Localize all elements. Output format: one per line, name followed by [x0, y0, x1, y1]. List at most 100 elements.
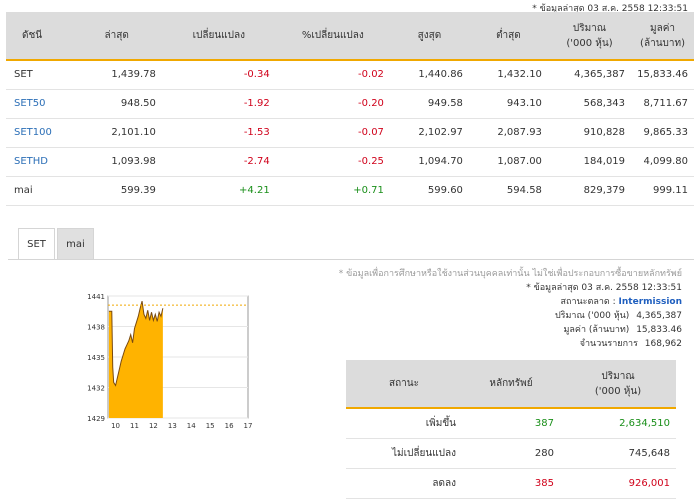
x-tick-label: 13 — [168, 422, 177, 430]
volume-value: 4,365,387 — [636, 311, 682, 321]
chart-svg: 1441 1438 1435 1432 1429 10 11 12 13 14 15 16 17 — [87, 293, 253, 430]
table-row: ไม่เปลี่ยนแปลง 280 745,648 — [346, 438, 676, 469]
index-change: -2.74 — [161, 147, 276, 177]
index-volume: 184,019 — [547, 147, 632, 177]
index-high: 949.58 — [389, 89, 469, 119]
market-status-value: Intermission — [618, 297, 682, 307]
col-last: ล่าสุด — [71, 12, 162, 61]
y-tick-label: 1429 — [87, 415, 105, 423]
tab-mai[interactable]: mai — [57, 228, 94, 260]
index-pct-change: -0.25 — [275, 147, 390, 177]
status-volume: 926,001 — [560, 468, 676, 499]
col-stat-volume: ปริมาณ ('000 หุ้น) — [560, 360, 676, 409]
index-last: 948.50 — [71, 89, 162, 119]
y-tick-label: 1441 — [87, 293, 105, 301]
table-row: SET 1,439.78 -0.34 -0.02 1,440.86 1,432.… — [6, 60, 694, 90]
table-row: SETHD 1,093.98 -2.74 -0.25 1,094.70 1,08… — [6, 147, 694, 177]
x-tick-label: 12 — [149, 422, 158, 430]
index-low: 2,087.93 — [468, 118, 548, 148]
index-value: 9,865.33 — [631, 118, 694, 148]
tab-set[interactable]: SET — [18, 228, 55, 260]
deals-value: 168,962 — [644, 339, 682, 349]
volume-row: ปริมาณ ('000 หุ้น) 4,365,387 — [339, 309, 682, 323]
status-count: 385 — [462, 468, 560, 499]
index-low: 1,087.00 — [468, 147, 548, 177]
index-last: 1,093.98 — [71, 147, 162, 177]
col-low: ต่ำสุด — [468, 12, 548, 61]
status-label: เพิ่มขึ้น — [346, 408, 462, 439]
index-last: 2,101.10 — [71, 118, 162, 148]
col-pct-change: %เปลี่ยนแปลง — [275, 12, 390, 61]
index-pct-change: -0.20 — [275, 89, 390, 119]
status-count: 387 — [462, 408, 560, 439]
tab-divider — [8, 259, 694, 260]
col-volume: ปริมาณ ('000 หุ้น) — [547, 12, 632, 61]
x-tick-label: 11 — [130, 422, 139, 430]
volume-label: ปริมาณ ('000 หุ้น) — [554, 311, 630, 321]
status-label: ไม่เปลี่ยนแปลง — [346, 438, 462, 469]
value-label: มูลค่า (ล้านบาท) — [563, 325, 630, 335]
price-line — [108, 300, 164, 387]
table-row: SET100 2,101.10 -1.53 -0.07 2,102.97 2,0… — [6, 118, 694, 148]
table-row: mai 599.39 +4.21 +0.71 599.60 594.58 829… — [6, 176, 694, 206]
index-change: -0.34 — [161, 60, 276, 90]
x-tick-label: 15 — [206, 422, 215, 430]
index-low: 943.10 — [468, 89, 548, 119]
index-low: 1,432.10 — [468, 60, 548, 90]
y-tick-label: 1438 — [87, 324, 105, 332]
x-tick-label: 16 — [225, 422, 234, 430]
index-pct-change: -0.02 — [275, 60, 390, 90]
index-high: 1,440.86 — [389, 60, 469, 90]
index-value: 15,833.46 — [631, 60, 694, 90]
advance-decline-table: สถานะ หลักทรัพย์ ปริมาณ ('000 หุ้น) เพิ่… — [346, 360, 676, 499]
index-table: ดัชนี ล่าสุด เปลี่ยนแปลง %เปลี่ยนแปลง สู… — [6, 12, 694, 206]
status-volume: 745,648 — [560, 438, 676, 469]
market-status-label: สถานะตลาด : — [560, 297, 616, 307]
index-name: mai — [6, 176, 72, 206]
index-volume: 4,365,387 — [547, 60, 632, 90]
index-last: 599.39 — [71, 176, 162, 206]
value-value: 15,833.46 — [636, 325, 682, 335]
index-table-header: ดัชนี ล่าสุด เปลี่ยนแปลง %เปลี่ยนแปลง สู… — [6, 12, 694, 61]
deals-row: จำนวนรายการ 168,962 — [339, 337, 682, 351]
index-change: -1.53 — [161, 118, 276, 148]
set-index-chart: 1441 1438 1435 1432 1429 10 11 12 13 14 15 16 17 — [86, 290, 266, 443]
col-index: ดัชนี — [6, 12, 72, 61]
col-status: สถานะ — [346, 360, 462, 409]
index-name-link[interactable]: SETHD — [6, 147, 72, 177]
x-tick-label: 10 — [111, 422, 120, 430]
table-row: เพิ่มขึ้น 387 2,634,510 — [346, 408, 676, 439]
stat-table-header: สถานะ หลักทรัพย์ ปริมาณ ('000 หุ้น) — [346, 360, 676, 409]
index-volume: 829,379 — [547, 176, 632, 206]
index-volume: 910,828 — [547, 118, 632, 148]
col-securities: หลักทรัพย์ — [462, 360, 560, 409]
index-value: 999.11 — [631, 176, 694, 206]
update-note: * ข้อมูลล่าสุด 03 ส.ค. 2558 12:33:51 — [532, 4, 688, 14]
market-info: * ข้อมูลเพื่อการศึกษาหรือใช้งานส่วนบุคคล… — [339, 267, 682, 351]
col-change: เปลี่ยนแปลง — [161, 12, 276, 61]
index-name-link[interactable]: SET100 — [6, 118, 72, 148]
col-value: มูลค่า (ล้านบาท) — [631, 12, 694, 61]
info-update-time: * ข้อมูลล่าสุด 03 ส.ค. 2558 12:33:51 — [526, 283, 682, 293]
disclaimer-text: * ข้อมูลเพื่อการศึกษาหรือใช้งานส่วนบุคคล… — [338, 269, 682, 279]
index-high: 1,094.70 — [389, 147, 469, 177]
index-pct-change: -0.07 — [275, 118, 390, 148]
deals-label: จำนวนรายการ — [579, 339, 638, 349]
table-row: SET50 948.50 -1.92 -0.20 949.58 943.10 5… — [6, 89, 694, 119]
y-tick-label: 1435 — [87, 354, 105, 362]
index-pct-change: +0.71 — [275, 176, 390, 206]
market-status-row: สถานะตลาด : Intermission — [339, 295, 682, 309]
table-row: ลดลง 385 926,001 — [346, 468, 676, 499]
index-name: SET — [6, 60, 72, 90]
index-name-link[interactable]: SET50 — [6, 89, 72, 119]
index-change: +4.21 — [161, 176, 276, 206]
index-value: 8,711.67 — [631, 89, 694, 119]
index-last: 1,439.78 — [71, 60, 162, 90]
index-high: 2,102.97 — [389, 118, 469, 148]
index-change: -1.92 — [161, 89, 276, 119]
market-tabs: SET mai — [18, 228, 94, 260]
x-tick-label: 17 — [244, 422, 253, 430]
y-tick-label: 1432 — [87, 385, 105, 393]
index-high: 599.60 — [389, 176, 469, 206]
index-low: 594.58 — [468, 176, 548, 206]
